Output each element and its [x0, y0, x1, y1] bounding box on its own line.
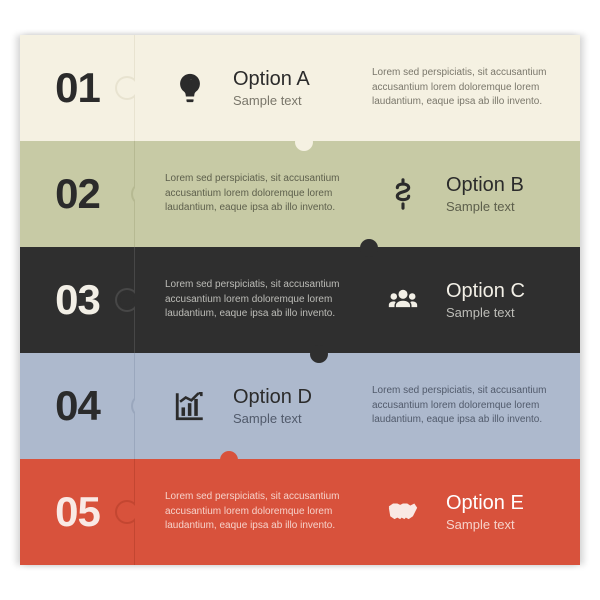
option-block: Option B Sample text	[446, 174, 561, 214]
puzzle-connector	[360, 239, 378, 257]
infographic-row: 01 Option A Sample text Lorem sed perspicia…	[20, 35, 580, 141]
option-title: Option E	[446, 492, 561, 515]
option-block: Option D Sample text	[233, 386, 348, 426]
number-cell: 02	[20, 141, 135, 247]
row-body: Lorem sed perspiciatis, sit accusantium …	[135, 247, 580, 353]
option-subtitle: Sample text	[446, 517, 561, 532]
number-cell: 03	[20, 247, 135, 353]
step-number: 04	[55, 382, 100, 430]
option-title: Option D	[233, 386, 348, 409]
step-number: 02	[55, 170, 100, 218]
handshake-icon	[378, 495, 428, 529]
description-text: Lorem sed perspiciatis, sit accusantium …	[165, 490, 360, 534]
infographic-row: 05 Lorem sed perspiciatis, sit accusantiu…	[20, 459, 580, 565]
option-title: Option C	[446, 280, 561, 303]
description-text: Lorem sed perspiciatis, sit accusantium …	[372, 66, 566, 110]
number-cell: 04	[20, 353, 135, 459]
description-text: Lorem sed perspiciatis, sit accusantium …	[165, 172, 360, 216]
chart-icon	[165, 389, 215, 423]
row-body: Lorem sed perspiciatis, sit accusantium …	[135, 141, 580, 247]
row-body: Option A Sample text Lorem sed perspiciati…	[135, 35, 580, 141]
option-subtitle: Sample text	[233, 93, 348, 108]
number-cell: 05	[20, 459, 135, 565]
infographic-row: 03 Lorem sed perspiciatis, sit accusantiu…	[20, 247, 580, 353]
option-title: Option A	[233, 68, 348, 91]
step-number: 03	[55, 276, 100, 324]
description-text: Lorem sed perspiciatis, sit accusantium …	[165, 278, 360, 322]
dollar-icon	[378, 177, 428, 211]
step-number: 01	[55, 64, 100, 112]
puzzle-connector	[220, 451, 238, 469]
row-body: Option D Sample text Lorem sed perspiciati…	[135, 353, 580, 459]
puzzle-connector	[295, 133, 313, 151]
step-number: 05	[55, 488, 100, 536]
description-text: Lorem sed perspiciatis, sit accusantium …	[372, 384, 566, 428]
infographic-row: 04 Option D Sample text Lorem sed perspicia…	[20, 353, 580, 459]
row-body: Lorem sed perspiciatis, sit accusantium …	[135, 459, 580, 565]
number-cell: 01	[20, 35, 135, 141]
people-icon	[378, 283, 428, 317]
puzzle-connector	[310, 345, 328, 363]
option-title: Option B	[446, 174, 561, 197]
option-block: Option E Sample text	[446, 492, 561, 532]
infographic-row: 02 Lorem sed perspiciatis, sit accusantiu…	[20, 141, 580, 247]
option-block: Option C Sample text	[446, 280, 561, 320]
option-block: Option A Sample text	[233, 68, 348, 108]
option-subtitle: Sample text	[233, 411, 348, 426]
puzzle-infographic: 01 Option A Sample text Lorem sed perspicia…	[20, 35, 580, 565]
lightbulb-icon	[165, 71, 215, 105]
option-subtitle: Sample text	[446, 199, 561, 214]
option-subtitle: Sample text	[446, 305, 561, 320]
